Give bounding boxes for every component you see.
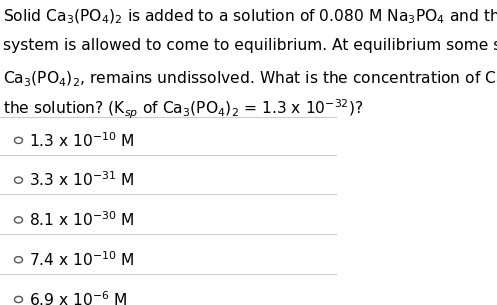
- Text: the solution? (K$_{sp}$ of Ca$_3$(PO$_4$)$_2$ = 1.3 x 10$^{-32}$)?: the solution? (K$_{sp}$ of Ca$_3$(PO$_4$…: [3, 98, 364, 121]
- Text: Ca$_3$(PO$_4$)$_2$, remains undissolved. What is the concentration of Ca$^{2+}$ : Ca$_3$(PO$_4$)$_2$, remains undissolved.…: [3, 68, 497, 89]
- Text: 7.4 x 10$^{-10}$ M: 7.4 x 10$^{-10}$ M: [28, 250, 134, 269]
- Text: 6.9 x 10$^{-6}$ M: 6.9 x 10$^{-6}$ M: [28, 290, 127, 305]
- Text: 3.3 x 10$^{-31}$ M: 3.3 x 10$^{-31}$ M: [28, 171, 134, 189]
- Text: 8.1 x 10$^{-30}$ M: 8.1 x 10$^{-30}$ M: [28, 210, 134, 229]
- Text: system is allowed to come to equilibrium. At equilibrium some solid,: system is allowed to come to equilibrium…: [3, 38, 497, 53]
- Text: 1.3 x 10$^{-10}$ M: 1.3 x 10$^{-10}$ M: [28, 131, 134, 150]
- Text: Solid Ca$_3$(PO$_4$)$_2$ is added to a solution of 0.080 M Na$_3$PO$_4$ and the: Solid Ca$_3$(PO$_4$)$_2$ is added to a s…: [3, 8, 497, 26]
